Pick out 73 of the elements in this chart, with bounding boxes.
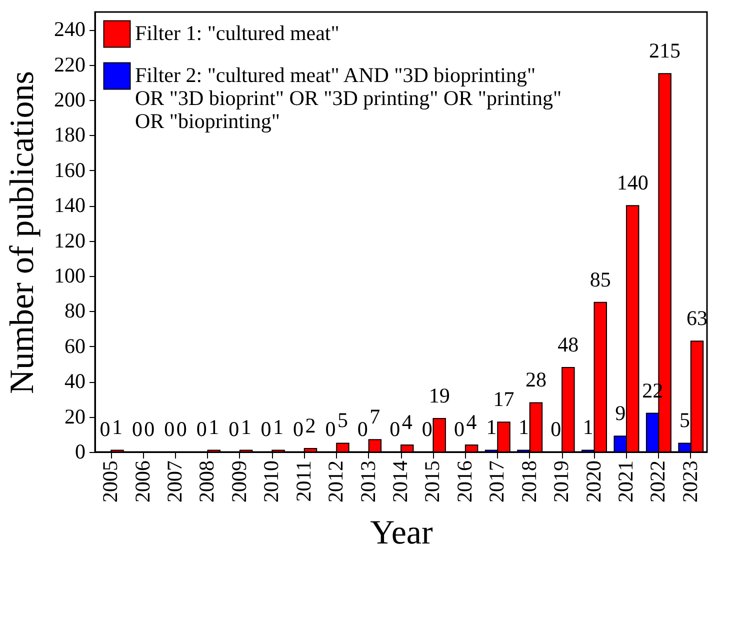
x-tick-label: 2022 [646, 460, 670, 502]
x-tick-label: 2010 [259, 460, 284, 502]
data-label: 1 [582, 415, 594, 440]
data-label: 0 [293, 417, 304, 441]
data-label: 140 [616, 170, 648, 195]
x-tick-label: 2014 [388, 460, 412, 502]
data-label: 4 [402, 410, 413, 434]
data-label: 0 [176, 417, 187, 441]
x-tick-label: 2009 [226, 460, 251, 502]
x-tick-label: 2019 [549, 460, 574, 502]
data-label: 1 [273, 415, 284, 440]
x-tick-label: 2018 [516, 460, 541, 502]
x-tick-label: 2013 [356, 460, 380, 502]
data-label: 85 [590, 267, 611, 292]
x-tick-label: 2023 [678, 460, 702, 502]
data-label: 215 [649, 38, 681, 63]
x-tick-label: 2017 [484, 460, 509, 502]
data-label: 0 [550, 417, 562, 441]
data-label: 7 [370, 404, 380, 429]
data-label: 0 [228, 417, 240, 441]
data-label: 0 [357, 417, 368, 441]
data-label: 0 [325, 417, 336, 441]
data-label: 48 [558, 332, 579, 357]
y-tick-label: 220 [54, 52, 86, 76]
x-axis-title: Year [370, 514, 434, 552]
data-label: 5 [680, 408, 690, 432]
x-tick-label: 2016 [452, 460, 476, 502]
data-label: 1 [208, 415, 220, 440]
data-label: 0 [144, 417, 155, 441]
x-tick-label: 2005 [98, 460, 122, 502]
x-tick-label: 2006 [130, 460, 154, 502]
data-label: 9 [615, 401, 626, 426]
x-tick-label: 2011 [291, 460, 316, 502]
y-tick-label: 0 [75, 440, 86, 464]
y-tick-label: 160 [54, 158, 86, 182]
data-label: 1 [486, 415, 497, 440]
y-tick-label: 80 [64, 298, 86, 323]
data-label: 0 [260, 417, 272, 441]
x-tick-label: 2021 [613, 460, 638, 502]
y-tick-label: 20 [64, 404, 86, 428]
y-tick-label: 240 [54, 17, 86, 42]
data-label: 0 [100, 417, 110, 441]
data-label: 63 [686, 306, 708, 330]
y-tick-label: 120 [54, 228, 86, 252]
data-label: 19 [428, 384, 450, 408]
legend-label: Filter 2: "cultured meat" AND "3D bioprinting" OR "3D bioprint" OR "3D printing" OR "printing" OR "bioprinting" [135, 63, 562, 133]
data-label: 1 [112, 415, 122, 440]
y-tick-label: 200 [54, 88, 86, 112]
legend-label: Filter 1: "cultured meat" [135, 21, 340, 45]
data-label: 1 [240, 415, 252, 440]
x-tick-label: 2012 [324, 460, 348, 502]
y-tick-label: 60 [64, 334, 86, 358]
data-label: 0 [132, 417, 142, 441]
y-axis-title: Number of publications [4, 71, 41, 394]
data-label: 0 [422, 417, 432, 441]
data-label: 0 [164, 417, 175, 441]
x-tick-label: 2008 [194, 460, 219, 502]
data-label: 4 [466, 410, 478, 434]
x-tick-label: 2007 [162, 460, 187, 502]
y-tick-label: 140 [54, 193, 86, 218]
x-tick-label: 2020 [581, 460, 606, 502]
y-tick-label: 100 [54, 264, 86, 288]
data-label: 0 [390, 417, 400, 441]
y-tick-label: 40 [64, 369, 86, 394]
data-label: 0 [196, 417, 207, 441]
data-label: 0 [454, 417, 465, 441]
data-label: 5 [337, 408, 348, 432]
data-label: 28 [525, 368, 546, 392]
data-label: 1 [518, 415, 529, 440]
y-tick-label: 180 [54, 122, 86, 147]
data-label: 2 [305, 413, 316, 438]
data-label: 17 [493, 387, 514, 412]
x-tick-label: 2015 [420, 460, 444, 502]
